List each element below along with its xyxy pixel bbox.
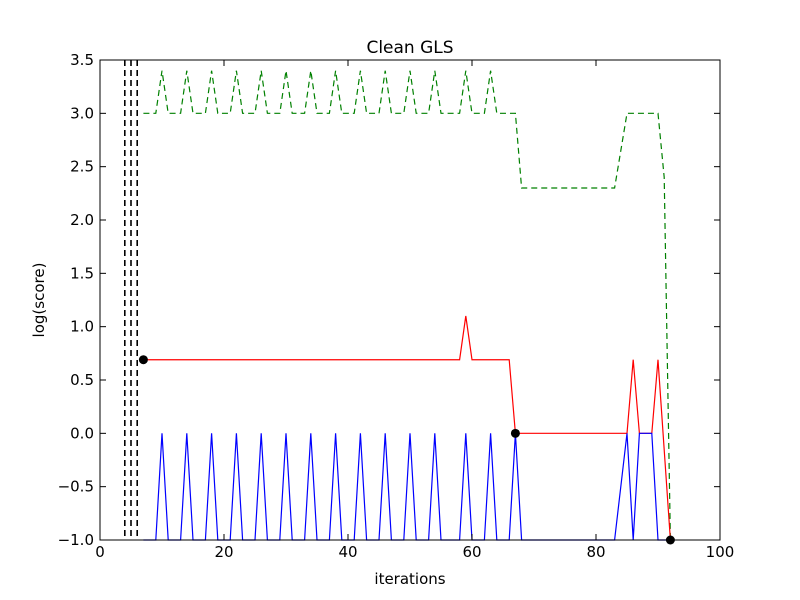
- x-tick-label: 40: [338, 543, 357, 561]
- marker-point-1: [138, 355, 148, 365]
- y-tick-label: 0.0: [70, 424, 94, 442]
- x-tick-label: 0: [95, 543, 105, 561]
- x-tick-label: 100: [706, 543, 735, 561]
- x-tick-label: 60: [462, 543, 481, 561]
- y-tick-label: 2.5: [70, 158, 94, 176]
- y-tick-label: 1.0: [70, 318, 94, 336]
- series-line-1: [143, 70, 671, 541]
- y-tick-label: 0.5: [70, 371, 94, 389]
- x-tick-label: 80: [586, 543, 605, 561]
- x-axis-label: iterations: [374, 570, 445, 588]
- plot-area: [124, 60, 675, 545]
- x-tick-label: 20: [214, 543, 233, 561]
- series-line-2: [143, 315, 671, 541]
- y-tick-label: −0.5: [58, 478, 94, 496]
- y-tick-label: 3.5: [70, 51, 94, 69]
- y-tick-label: −1.0: [58, 531, 94, 549]
- marker-point-2: [510, 428, 520, 438]
- y-axis-label: log(score): [30, 263, 48, 338]
- axis-ticks: 0 20 40 60 80 100 −1.0 −0.5 0.0 0.5 1.0 1.5 2.0 2.5 3.…: [58, 51, 735, 561]
- chart-title: Clean GLS: [366, 38, 453, 58]
- y-tick-label: 1.5: [70, 264, 94, 282]
- y-tick-label: 2.0: [70, 211, 94, 229]
- series-line-3: [143, 432, 671, 541]
- y-tick-label: 3.0: [70, 104, 94, 122]
- plot-frame: [99, 59, 721, 541]
